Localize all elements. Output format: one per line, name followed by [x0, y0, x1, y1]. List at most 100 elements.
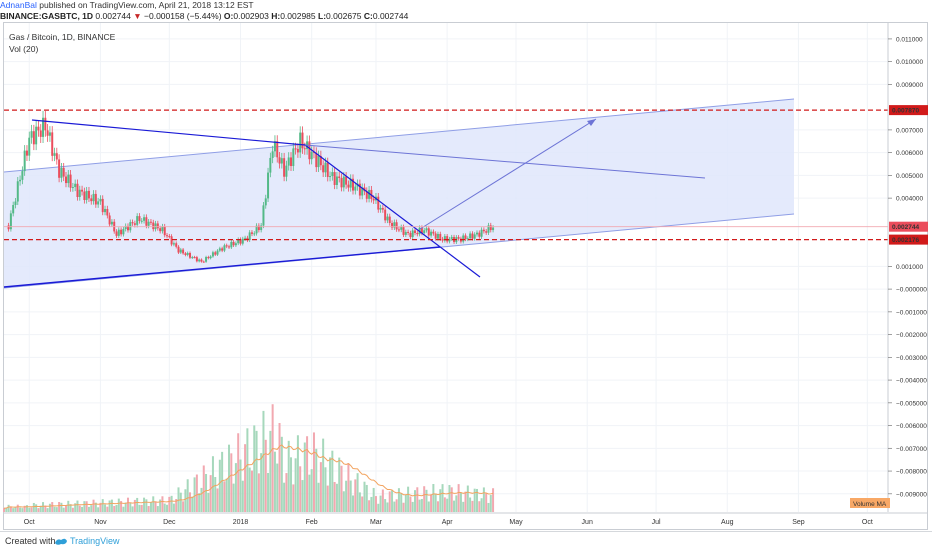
volume-bar [459, 492, 462, 512]
candle-body [64, 176, 67, 184]
candle-body [267, 172, 270, 199]
candle-body [285, 165, 288, 177]
candle-body [168, 236, 171, 238]
candle-body [425, 228, 428, 231]
volume-bar [374, 496, 377, 512]
volume-bar [411, 501, 414, 512]
volume-bar [250, 470, 253, 512]
volume-bar [191, 496, 194, 512]
volume-bar [347, 463, 350, 512]
volume-bar [179, 492, 182, 512]
candle-body [83, 191, 86, 201]
candle-body [193, 257, 196, 259]
volume-bar [230, 453, 233, 512]
candle-body [184, 253, 187, 255]
volume-bar [478, 501, 481, 512]
footer-bar: Created with TradingView [0, 531, 932, 551]
volume-bar [425, 489, 428, 512]
volume-bar [126, 497, 129, 512]
candle-body [264, 198, 267, 206]
candle-body [101, 198, 104, 213]
volume-bar [76, 500, 79, 512]
volume-bar [487, 502, 490, 512]
volume-bar [241, 480, 244, 512]
volume-bar [414, 490, 417, 512]
time-axis-label: Oct [24, 519, 35, 526]
volume-bar [248, 467, 251, 512]
volume-bar [60, 502, 63, 512]
volume-bar [294, 458, 297, 512]
volume-bar [317, 482, 320, 512]
volume-bar [136, 497, 139, 512]
volume-bar [430, 494, 433, 512]
tradingview-brand-link[interactable]: TradingView [70, 536, 120, 546]
candle-body [172, 243, 175, 245]
candle-body [177, 246, 180, 253]
author-link[interactable]: AdnanBal [0, 0, 37, 10]
candle-body [271, 151, 274, 158]
volume-bar [308, 474, 311, 512]
publication-line: AdnanBal published on TradingView.com, A… [0, 0, 254, 13]
candle-body [126, 225, 129, 231]
candle-body [427, 228, 430, 236]
candle-body [21, 171, 24, 180]
candle-body [191, 257, 194, 259]
volume-bar [154, 501, 157, 512]
volume-bar [184, 489, 187, 512]
time-axis-label: Jun [582, 519, 593, 526]
low-label: L: [318, 11, 327, 21]
tradingview-logo-icon[interactable] [54, 535, 68, 549]
volume-bar [312, 432, 315, 512]
candle-body [35, 126, 38, 145]
volume-bar [345, 480, 348, 512]
time-axis-label: Jul [652, 519, 661, 526]
candle-body [315, 152, 318, 168]
candle-body [340, 178, 343, 188]
volume-bar [99, 502, 102, 512]
volume-bar [273, 451, 276, 512]
volume-bar [200, 487, 203, 512]
volume-bar [354, 479, 357, 512]
candle-body [159, 228, 162, 232]
candle-body [464, 235, 467, 240]
volume-bar [145, 499, 148, 512]
candle-body [161, 226, 164, 232]
candle-body [342, 176, 345, 188]
volume-bar [214, 477, 217, 512]
volume-bar [361, 496, 364, 512]
volume-bar [462, 501, 465, 512]
channel-layer [3, 98, 795, 289]
candle-body [90, 198, 93, 202]
volume-bar [124, 502, 127, 512]
high-value: 0.002985 [280, 11, 316, 21]
candle-body [223, 245, 226, 251]
candle-body [48, 132, 51, 136]
candle-body [354, 186, 357, 191]
price-badge-label: 0.002744 [892, 224, 919, 231]
volume-bar [221, 451, 224, 512]
price-axis-label: −0.008000 [896, 469, 927, 476]
volume-bar [299, 466, 302, 512]
open-label: O: [223, 11, 234, 21]
candle-body [400, 227, 403, 230]
volume-bar [205, 473, 208, 512]
candle-body [69, 174, 72, 188]
time-axis-label: 2018 [233, 519, 249, 526]
candle-body [149, 221, 152, 223]
volume-bar [324, 467, 327, 512]
volume-bar [101, 499, 104, 512]
candle-body [85, 190, 88, 201]
candle-body [7, 225, 10, 230]
candle-body [358, 183, 361, 196]
candle-body [207, 257, 210, 259]
candle-body [28, 137, 31, 156]
candle-body [478, 232, 481, 237]
volume-bar [326, 485, 329, 512]
symbol-name: BINANCE:GASBTC, 1D [0, 11, 94, 21]
volume-bar [44, 505, 47, 512]
volume-bar [303, 442, 306, 512]
candle-body [338, 176, 341, 179]
volume-bar [30, 507, 33, 512]
volume-bar [21, 508, 24, 512]
